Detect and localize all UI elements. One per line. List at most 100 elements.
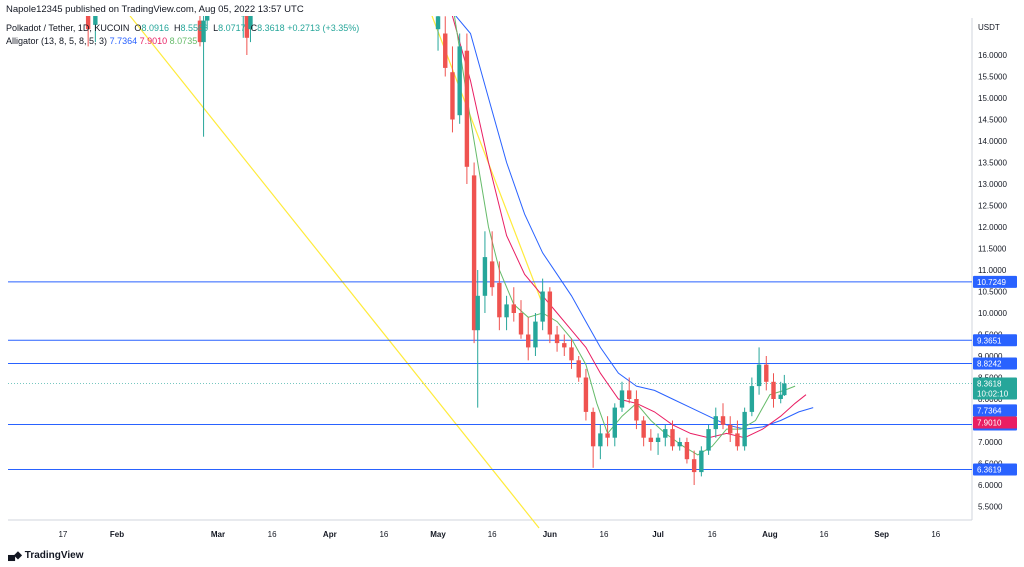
top-mask	[0, 0, 972, 16]
y-tick-14: 9.0000	[978, 352, 1003, 361]
candle-body-35	[684, 442, 690, 460]
level-tag-0-label: 10.7249	[977, 278, 1006, 287]
level-tag-4-label: 6.3619	[977, 465, 1002, 474]
candle-body-11	[511, 304, 516, 313]
y-tick-5: 13.5000	[978, 159, 1007, 168]
x-tick-14: Sep	[874, 530, 889, 539]
candle-body-45	[756, 364, 762, 387]
lips-value: 8.0735	[169, 36, 198, 46]
candle-body-3	[457, 46, 462, 116]
published-info: Napole12345 published on TradingView.com…	[6, 4, 304, 15]
candle-body-32	[663, 429, 668, 438]
candle-body-49	[782, 383, 787, 396]
x-tick-0: 17	[58, 530, 67, 539]
candle-body-10	[504, 304, 509, 318]
alligator-jaw-line	[444, 3, 814, 430]
x-tick-11: 16	[708, 530, 717, 539]
alligator-lips-line	[452, 3, 796, 456]
teeth-value: 7.9010	[139, 36, 168, 46]
candle-body-19	[569, 347, 574, 361]
y-tick-18: 7.0000	[978, 438, 1003, 447]
y-tick-7: 12.5000	[978, 202, 1007, 211]
candle-body-15	[540, 291, 545, 322]
y-tick-20: 6.0000	[978, 481, 1003, 490]
trend-lines	[116, 0, 544, 529]
level-tag-1-bg	[973, 334, 1017, 347]
candle-body-29	[641, 420, 646, 438]
candle-body-20	[576, 360, 581, 378]
alligator-tag-2-label: 7.9010	[977, 418, 1002, 427]
candle-body-36	[691, 459, 697, 473]
ohlc-open: O8.0916	[134, 23, 169, 33]
alligator-teeth-line	[448, 3, 807, 439]
candle-body-17	[554, 334, 560, 344]
y-tick-2: 15.0000	[978, 94, 1007, 103]
x-tick-4: Apr	[323, 530, 337, 539]
alligator-tag-3-label: 7.7364	[977, 406, 1002, 415]
candle-body-8	[489, 261, 495, 288]
x-tick-3: 16	[268, 530, 277, 539]
candle-body-6	[475, 295, 480, 331]
last-price-tag-label: 8.3618	[977, 379, 1002, 388]
brand-name[interactable]: TradingView	[24, 550, 84, 561]
candle-body-46	[764, 364, 769, 382]
currency-label: USDT	[978, 23, 1000, 32]
level-tag-2-label: 8.8242	[977, 360, 1002, 369]
x-tick-2: Mar	[211, 530, 225, 539]
y-tick-21: 5.5000	[978, 503, 1003, 512]
candle-body-37	[699, 450, 704, 473]
candle-body-5	[471, 175, 477, 331]
tradingview-footer: ▄◆ TradingView	[8, 550, 84, 561]
x-tick-12: Aug	[762, 530, 778, 539]
x-tick-9: 16	[600, 530, 609, 539]
candle-body-38	[706, 429, 711, 451]
y-tick-9: 11.5000	[978, 245, 1007, 254]
ohlc-close: C8.3618	[250, 23, 285, 33]
candle-body-22	[590, 411, 596, 447]
y-tick-10: 11.0000	[978, 266, 1007, 275]
candle-body-31	[655, 437, 661, 442]
symbol-title[interactable]: Polkadot / Tether, 1D, KUCOIN	[6, 23, 130, 33]
level-tag-1-label: 9.3651	[977, 336, 1002, 345]
y-tick-11: 10.5000	[978, 288, 1007, 297]
chart-grid	[8, 18, 973, 521]
candle-body-42	[735, 433, 740, 447]
early-candle-body-1	[93, 7, 98, 25]
y-tick-3: 14.5000	[978, 116, 1007, 125]
price-change: +0.2713 (+3.35%)	[287, 23, 360, 33]
candle-body-30	[648, 437, 654, 442]
jaw-value: 7.7364	[109, 36, 138, 46]
last-price-tag-bg	[973, 377, 1017, 400]
ohlc-low: L8.0717	[213, 23, 246, 33]
candle-body-2	[450, 72, 455, 120]
price-tags: 10.72499.36518.82427.40736.36198.361810:…	[973, 275, 1017, 476]
candle-body-4	[464, 50, 470, 167]
candle-body-14	[533, 321, 538, 348]
candle-body-1	[443, 33, 448, 68]
horizontal-levels	[8, 281, 972, 470]
x-tick-7: 16	[488, 530, 497, 539]
early-candle-body-6	[244, 12, 250, 38]
candle-body-25	[612, 407, 617, 438]
x-tick-1: Feb	[110, 530, 124, 539]
indicator-name[interactable]: Alligator (13, 8, 5, 8, 5, 3)	[6, 36, 108, 46]
x-tick-8: Jun	[543, 530, 557, 539]
y-tick-12: 10.0000	[978, 309, 1007, 318]
candle-body-33	[670, 429, 675, 447]
candle-body-47	[771, 381, 776, 399]
early-candle-body-0	[85, 12, 91, 30]
candle-body-0	[435, 16, 441, 30]
y-tick-6: 13.0000	[978, 180, 1007, 189]
countdown-label: 10:02:10	[977, 389, 1009, 398]
candle-body-21	[583, 377, 589, 412]
candle-body-12	[518, 313, 524, 335]
price-axis: USDT 16.0000 15.5000 15.0000 14.5000 14.0000 1…	[978, 23, 1007, 512]
candle-body-41	[728, 424, 733, 434]
alligator-tag-3-bg	[973, 404, 1017, 417]
early-candle-body-7	[248, 12, 253, 30]
candle-body-43	[742, 411, 747, 447]
early-candle-body-2	[197, 20, 203, 43]
candle-body-13	[526, 334, 531, 348]
candle-body-18	[562, 343, 567, 348]
